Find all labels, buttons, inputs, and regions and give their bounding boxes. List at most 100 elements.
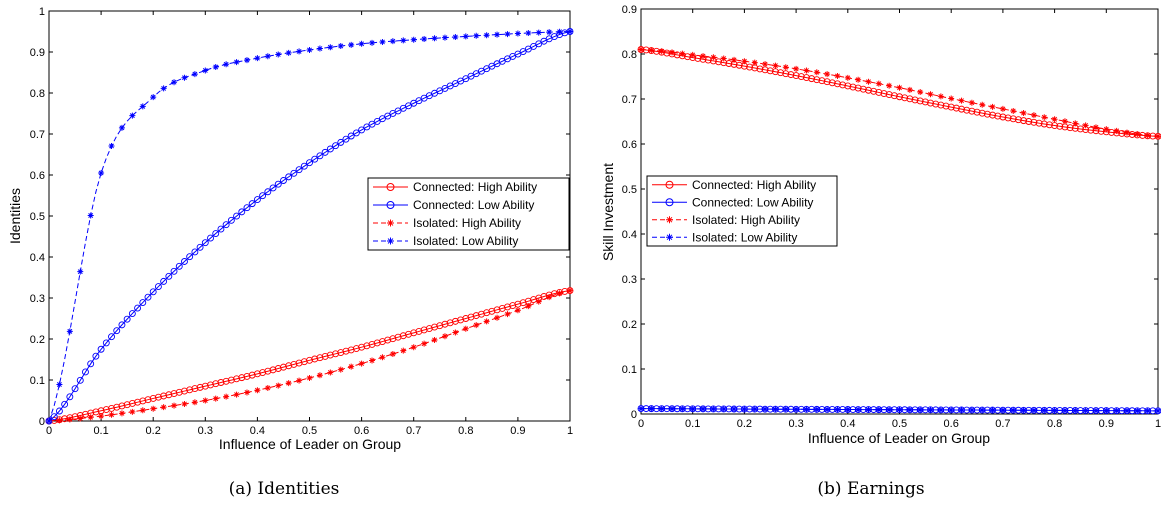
legend-label: Connected: Low Ability — [692, 195, 813, 209]
data-point — [494, 31, 501, 38]
data-point — [669, 405, 676, 412]
data-point — [285, 173, 293, 181]
y-axis-label-b: Skill Investment — [600, 163, 616, 261]
data-point — [658, 48, 665, 55]
series-connected-low-ability — [45, 28, 574, 425]
data-point — [504, 303, 511, 311]
data-point — [1061, 118, 1068, 125]
data-point — [917, 89, 924, 96]
legend-label: Isolated: Low Ability — [692, 230, 797, 244]
data-point — [217, 379, 225, 386]
data-point — [916, 97, 924, 105]
data-point — [906, 406, 913, 413]
data-point — [238, 374, 246, 382]
data-point — [880, 90, 888, 97]
legend-marker — [387, 219, 394, 227]
legend-marker — [386, 183, 395, 191]
data-point — [802, 74, 810, 82]
data-point — [165, 272, 173, 280]
data-point — [735, 61, 743, 69]
data-point — [886, 82, 893, 89]
data-point — [405, 330, 412, 338]
data-point — [890, 92, 898, 100]
data-point — [1144, 407, 1151, 414]
data-point — [134, 398, 142, 406]
x-tick-label: 0.4 — [250, 425, 265, 437]
legend-box — [646, 175, 838, 247]
data-point — [504, 31, 511, 38]
data-point — [834, 406, 841, 413]
data-point — [290, 169, 298, 177]
data-point — [243, 372, 251, 380]
data-point — [139, 407, 146, 414]
data-point — [452, 34, 459, 41]
data-point — [446, 319, 454, 327]
data-point — [808, 75, 816, 83]
data-point — [1041, 407, 1048, 414]
data-point — [280, 363, 287, 371]
data-point — [389, 335, 397, 343]
data-point — [306, 159, 313, 167]
data-point — [906, 95, 914, 103]
data-point — [144, 293, 152, 301]
data-point — [342, 135, 350, 143]
data-point — [98, 413, 105, 420]
data-point — [410, 344, 417, 351]
x-tick-label: 0.9 — [510, 425, 525, 437]
data-point — [561, 29, 569, 37]
legend-marker — [666, 216, 673, 224]
data-point — [56, 417, 63, 424]
data-point — [762, 406, 769, 413]
data-point — [1123, 407, 1130, 414]
x-tick-label: 1 — [567, 425, 573, 437]
data-point — [212, 380, 220, 388]
data-point — [327, 369, 334, 376]
data-point — [999, 105, 1006, 112]
data-point — [321, 352, 329, 360]
data-point — [352, 345, 360, 353]
data-point — [958, 105, 965, 113]
data-point — [958, 406, 965, 413]
data-point — [160, 277, 168, 285]
data-point — [113, 327, 121, 335]
data-point — [321, 148, 329, 156]
data-point — [108, 333, 115, 341]
x-axis-label-b: Influence of Leader on Group — [808, 430, 990, 446]
data-point — [921, 98, 929, 106]
data-point — [679, 50, 686, 57]
data-point — [394, 333, 402, 341]
data-point — [710, 54, 717, 61]
data-point — [483, 309, 491, 317]
data-point — [316, 372, 323, 379]
data-point — [1092, 407, 1099, 414]
data-point — [311, 355, 319, 363]
data-point — [844, 82, 852, 90]
y-tick-label: 0.5 — [30, 211, 45, 223]
series-isolated-low-ability — [46, 28, 573, 424]
data-point — [248, 200, 256, 208]
data-point — [638, 405, 644, 412]
data-point — [989, 103, 996, 110]
legend-label: Isolated: Low Ability — [413, 234, 518, 248]
data-point — [181, 258, 188, 265]
data-point — [493, 306, 501, 314]
data-point — [264, 188, 272, 196]
y-tick-label: 0.9 — [622, 4, 637, 16]
series-connected-high-ability — [45, 287, 574, 425]
data-point — [979, 101, 986, 108]
data-point — [1103, 407, 1110, 414]
data-point — [227, 216, 235, 224]
data-point — [1072, 407, 1079, 414]
data-point — [196, 383, 204, 391]
plot-area-a: 0 0.1 0.2 0.3 0.4 0.5 0.6 0.7 0.8 0.9 1 0 0.1 0.2 0.3 0… — [30, 6, 574, 437]
data-point — [937, 406, 944, 413]
panel-earnings: 0 0.1 0.2 0.3 0.4 0.5 0.6 0.7 0.8 0.9 1 0 0.1 0.2 0.3 0… — [600, 4, 1161, 499]
data-point — [108, 411, 115, 418]
data-point — [514, 30, 521, 37]
data-point — [948, 95, 955, 102]
data-point — [358, 126, 366, 134]
data-point — [358, 343, 366, 351]
data-point — [875, 80, 882, 87]
data-point — [212, 395, 219, 402]
data-point — [108, 142, 115, 149]
